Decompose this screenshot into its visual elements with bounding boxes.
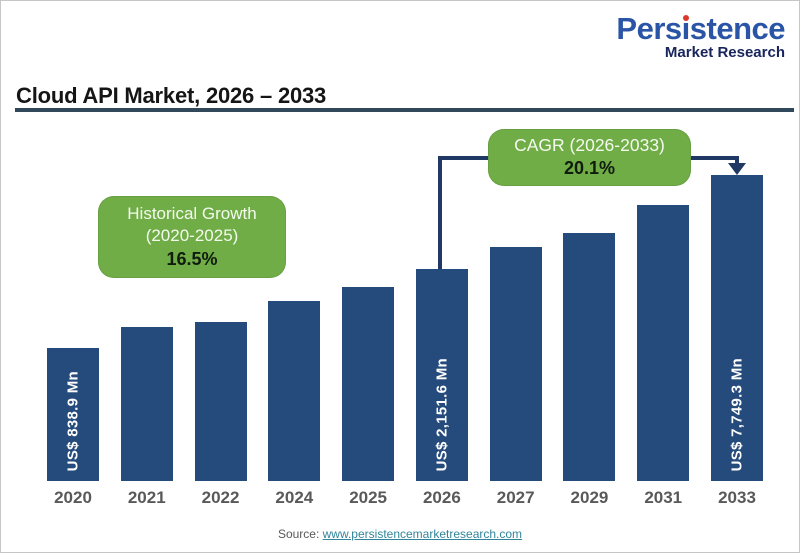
historical-growth-range: (2020-2025) — [145, 226, 239, 246]
bar-2026: US$ 2,151.6 Mn — [415, 269, 468, 481]
cagr-value: 20.1% — [563, 158, 616, 179]
source-label: Source: — [277, 527, 320, 541]
x-axis-label-2022: 2022 — [201, 488, 240, 507]
logo-wordmark: Persı stence — [616, 13, 785, 44]
title-underline — [15, 108, 794, 112]
logo-subtitle: Market Research — [664, 44, 785, 61]
bar-2020: US$ 838.9 Mn — [47, 348, 99, 481]
x-axis-label-2021: 2021 — [127, 488, 166, 507]
page-title: Cloud API Market, 2026 – 2033 — [16, 83, 327, 108]
x-axis-label-2033: 2033 — [718, 488, 756, 507]
source-link[interactable]: www.persistencemarketresearch.com — [322, 527, 523, 541]
bar-value-label-2026: US$ 2,151.6 Mn — [433, 357, 451, 471]
bar-2033: US$ 7,749.3 Mn — [711, 175, 764, 481]
cagr-arrow-line-to-2033 — [735, 156, 739, 166]
logo-text-post: stence — [689, 11, 786, 46]
bar-2022 — [194, 322, 247, 481]
x-axis-label-2029: 2029 — [570, 488, 609, 507]
cagr-callout: CAGR (2026-2033) 20.1% — [488, 129, 691, 186]
bar-value-label-2020: US$ 838.9 Mn — [64, 370, 82, 471]
cagr-label: CAGR (2026-2033) — [514, 135, 665, 156]
x-axis-label-2026: 2026 — [422, 488, 461, 507]
x-axis-label-2020: 2020 — [54, 488, 92, 507]
x-axis-label-2031: 2031 — [644, 488, 683, 507]
bar-2024 — [268, 301, 321, 481]
source-line: Source: www.persistencemarketresearch.co… — [1, 527, 799, 541]
bar-value-label-2033: US$ 7,749.3 Mn — [728, 357, 746, 471]
historical-growth-callout: Historical Growth (2020-2025) 16.5% — [98, 196, 286, 278]
logo-red-dot-icon — [682, 15, 689, 21]
bar-2025 — [342, 287, 395, 481]
cagr-arrowhead-icon — [728, 163, 746, 175]
x-axis-label-2024: 2024 — [275, 488, 314, 507]
bar-2021 — [120, 327, 173, 481]
logo-letter-i: ı — [681, 11, 691, 46]
bar-2029 — [563, 233, 616, 481]
logo: Persı stence Market Research — [616, 13, 785, 60]
x-axis-label-2025: 2025 — [349, 488, 388, 507]
x-axis-label-2027: 2027 — [496, 488, 535, 507]
bar-2031 — [637, 205, 690, 481]
logo-text-pre: Pers — [616, 11, 682, 46]
cagr-arrow-line-from-2026 — [438, 156, 442, 271]
historical-growth-value: 16.5% — [166, 248, 218, 269]
bar-2027 — [489, 247, 542, 481]
historical-growth-label: Historical Growth — [127, 203, 257, 223]
